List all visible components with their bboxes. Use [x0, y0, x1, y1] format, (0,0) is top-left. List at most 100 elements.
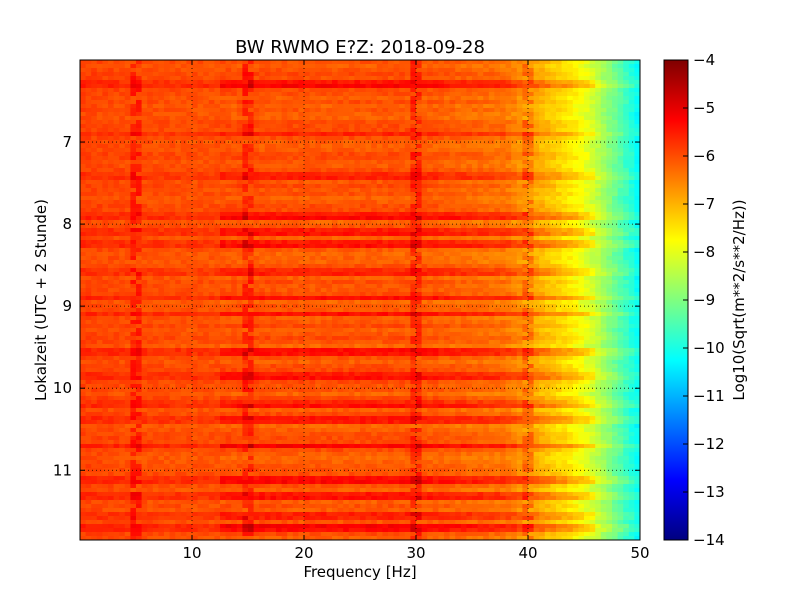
heatmap-cell — [606, 152, 613, 157]
heatmap-cell — [309, 204, 316, 209]
heatmap-cell — [528, 92, 535, 97]
heatmap-cell — [119, 100, 126, 105]
heatmap-cell — [466, 160, 473, 165]
heatmap-cell — [572, 68, 579, 73]
heatmap-cell — [595, 152, 602, 157]
heatmap-cell — [197, 92, 204, 97]
heatmap-cell — [466, 184, 473, 189]
heatmap-cell — [343, 252, 350, 257]
heatmap-cell — [556, 208, 563, 213]
heatmap-cell — [376, 188, 383, 193]
heatmap-cell — [281, 204, 288, 209]
heatmap-cell — [175, 112, 182, 117]
heatmap-cell — [164, 140, 171, 145]
heatmap-cell — [606, 96, 613, 101]
heatmap-cell — [483, 184, 490, 189]
heatmap-cell — [175, 168, 182, 173]
heatmap-cell — [326, 220, 333, 225]
heatmap-cell — [634, 120, 640, 125]
heatmap-cell — [147, 180, 154, 185]
heatmap-cell — [522, 248, 529, 253]
heatmap-cell — [197, 132, 204, 137]
heatmap-cell — [180, 60, 187, 65]
heatmap-cell — [119, 72, 126, 77]
heatmap-cell — [556, 68, 563, 73]
heatmap-cell — [91, 244, 98, 249]
heatmap-cell — [124, 164, 131, 169]
heatmap-cell — [264, 80, 271, 85]
heatmap-cell — [332, 200, 339, 205]
heatmap-cell — [141, 232, 148, 237]
heatmap-cell — [365, 212, 372, 217]
heatmap-cell — [164, 124, 171, 129]
heatmap-cell — [539, 188, 546, 193]
heatmap-cell — [634, 184, 640, 189]
heatmap-cell — [572, 92, 579, 97]
heatmap-cell — [410, 104, 417, 109]
heatmap-cell — [264, 244, 271, 249]
heatmap-cell — [320, 148, 327, 153]
heatmap-cell — [197, 104, 204, 109]
heatmap-cell — [141, 188, 148, 193]
heatmap-cell — [516, 220, 523, 225]
heatmap-cell — [404, 76, 411, 81]
heatmap-cell — [337, 212, 344, 217]
heatmap-cell — [455, 244, 462, 249]
heatmap-cell — [85, 180, 92, 185]
heatmap-cell — [505, 196, 512, 201]
heatmap-cell — [119, 204, 126, 209]
heatmap-cell — [220, 152, 227, 157]
heatmap-cell — [309, 180, 316, 185]
heatmap-cell — [192, 72, 199, 77]
heatmap-cell — [242, 136, 249, 141]
heatmap-cell — [136, 184, 143, 189]
heatmap-cell — [533, 172, 540, 177]
heatmap-cell — [348, 88, 355, 93]
heatmap-cell — [214, 124, 221, 129]
heatmap-cell — [332, 76, 339, 81]
heatmap-cell — [348, 224, 355, 229]
heatmap-cell — [320, 100, 327, 105]
heatmap-cell — [444, 184, 451, 189]
heatmap-cell — [354, 192, 361, 197]
heatmap-cell — [152, 80, 159, 85]
heatmap-cell — [516, 64, 523, 69]
heatmap-cell — [253, 80, 260, 85]
heatmap-cell — [628, 172, 635, 177]
heatmap-cell — [544, 96, 551, 101]
heatmap-cell — [287, 156, 294, 161]
heatmap-cell — [220, 172, 227, 177]
heatmap-cell — [186, 148, 193, 153]
heatmap-cell — [343, 100, 350, 105]
heatmap-cell — [236, 212, 243, 217]
heatmap-cell — [304, 220, 311, 225]
heatmap-cell — [376, 108, 383, 113]
heatmap-cell — [505, 228, 512, 233]
heatmap-cell — [578, 168, 585, 173]
heatmap-cell — [539, 192, 546, 197]
heatmap-cell — [595, 80, 602, 85]
heatmap-cell — [164, 212, 171, 217]
heatmap-cell — [612, 132, 619, 137]
heatmap-cell — [544, 144, 551, 149]
heatmap-cell — [85, 80, 92, 85]
heatmap-cell — [382, 128, 389, 133]
heatmap-cell — [376, 232, 383, 237]
heatmap-cell — [348, 140, 355, 145]
heatmap-cell — [500, 92, 507, 97]
heatmap-cell — [186, 236, 193, 241]
heatmap-cell — [147, 88, 154, 93]
heatmap-cell — [320, 232, 327, 237]
heatmap-cell — [169, 132, 176, 137]
heatmap-cell — [522, 244, 529, 249]
heatmap-cell — [505, 240, 512, 245]
heatmap-cell — [192, 204, 199, 209]
heatmap-cell — [612, 96, 619, 101]
heatmap-cell — [556, 132, 563, 137]
heatmap-cell — [259, 212, 266, 217]
heatmap-cell — [477, 144, 484, 149]
heatmap-cell — [561, 188, 568, 193]
heatmap-cell — [169, 112, 176, 117]
heatmap-cell — [634, 228, 640, 233]
heatmap-cell — [186, 200, 193, 205]
